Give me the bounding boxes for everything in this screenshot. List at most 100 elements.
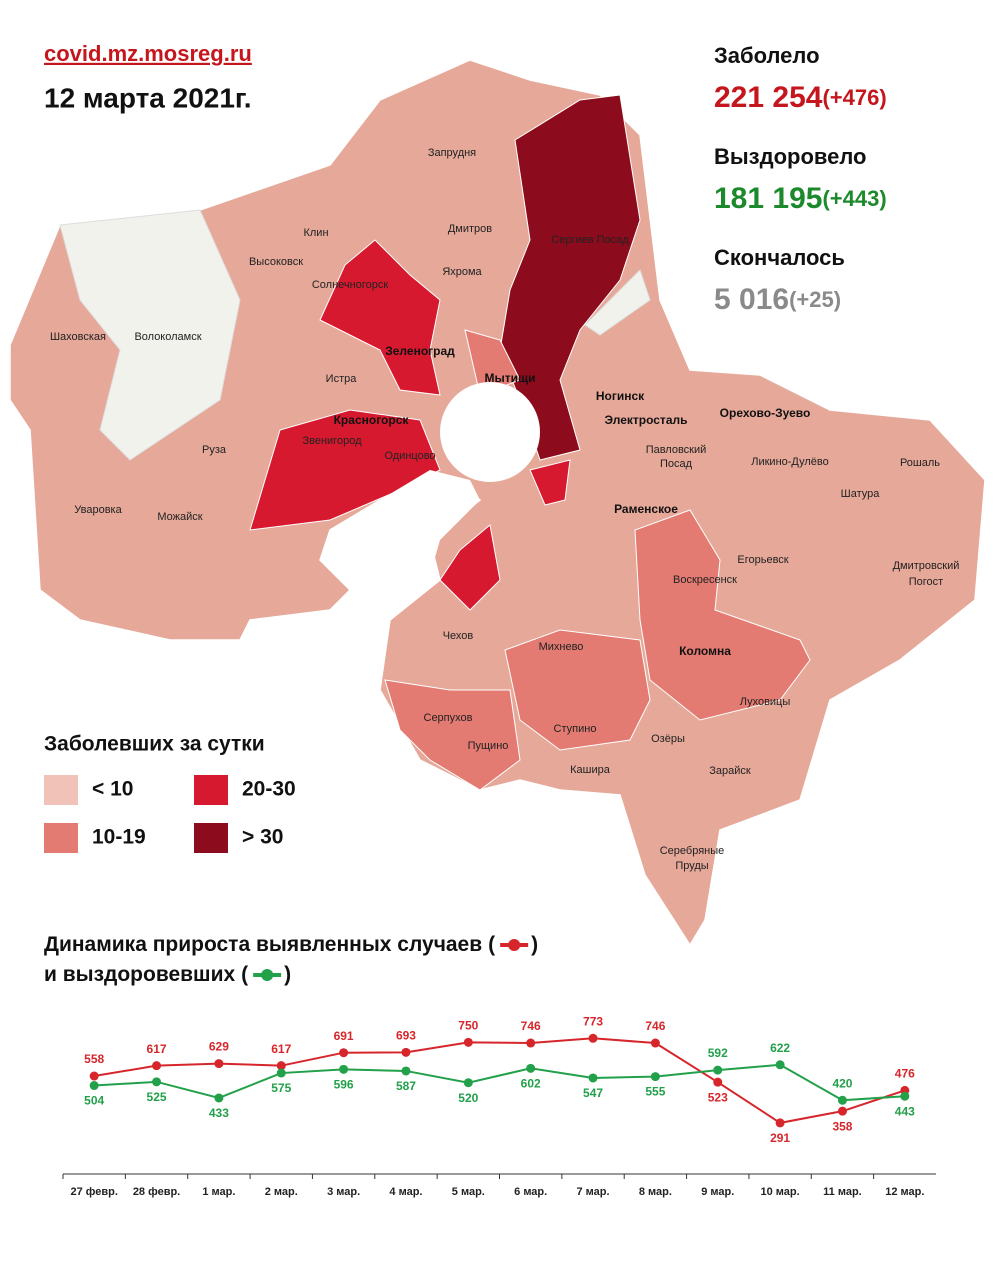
map-label: Ликино-Дулёво bbox=[751, 456, 829, 468]
point bbox=[650, 1072, 660, 1082]
stat-value: 221 254(+476) bbox=[714, 81, 887, 114]
point bbox=[837, 1095, 847, 1105]
value-label: 617 bbox=[147, 1042, 167, 1056]
value-label: 476 bbox=[895, 1067, 915, 1081]
value-label: 693 bbox=[396, 1029, 416, 1043]
value-label: 575 bbox=[271, 1081, 291, 1095]
point bbox=[650, 1038, 660, 1048]
point bbox=[152, 1077, 162, 1087]
map-label: Сергиев Посад bbox=[551, 234, 629, 246]
map-label: Егорьевск bbox=[737, 554, 788, 566]
map-label: Ногинск bbox=[596, 389, 645, 403]
bracket: ) bbox=[531, 933, 538, 956]
legend-icon bbox=[500, 939, 529, 951]
map-label: Пруды bbox=[675, 860, 708, 872]
point bbox=[214, 1093, 224, 1103]
point bbox=[775, 1060, 785, 1070]
map-label: Звенигород bbox=[302, 435, 362, 447]
map-label: Дмитров bbox=[448, 223, 492, 235]
point bbox=[89, 1081, 99, 1091]
x-tick-label: 7 мар. bbox=[577, 1186, 610, 1198]
map-label: Дмитровский bbox=[893, 560, 960, 572]
legend-swatch bbox=[194, 775, 228, 805]
value-label: 547 bbox=[583, 1086, 603, 1100]
point bbox=[339, 1048, 349, 1058]
point bbox=[713, 1065, 723, 1075]
x-tick-label: 27 февр. bbox=[70, 1186, 117, 1198]
point bbox=[214, 1059, 224, 1069]
value-label: 750 bbox=[458, 1019, 478, 1033]
chart: Динамика прироста выявленных случаев() и … bbox=[44, 933, 936, 1198]
stat-number: 5 016 bbox=[714, 283, 789, 316]
value-label: 525 bbox=[147, 1090, 167, 1104]
point bbox=[526, 1063, 536, 1073]
map-label: Орехово-Зуево bbox=[720, 406, 811, 420]
point bbox=[463, 1078, 473, 1088]
point bbox=[463, 1037, 473, 1047]
stat-label: Заболело bbox=[714, 43, 820, 68]
value-label: 555 bbox=[645, 1085, 665, 1099]
point bbox=[588, 1033, 598, 1043]
legend-icon bbox=[253, 969, 282, 981]
series-line bbox=[94, 1037, 906, 1124]
map-label: Шаховская bbox=[50, 331, 106, 343]
map-label: Павловский bbox=[646, 444, 707, 456]
district bbox=[319, 239, 441, 396]
chart-subtitle-text: и выздоровевших bbox=[44, 963, 235, 986]
bracket: ) bbox=[284, 963, 291, 986]
map-label: Рошаль bbox=[900, 457, 940, 469]
stat-value: 5 016(+25) bbox=[714, 283, 841, 316]
point bbox=[837, 1106, 847, 1116]
value-label: 504 bbox=[84, 1094, 104, 1108]
series-line bbox=[94, 1063, 905, 1102]
x-tick-label: 3 мар. bbox=[327, 1186, 360, 1198]
value-label: 596 bbox=[334, 1078, 354, 1092]
point bbox=[401, 1066, 411, 1076]
legend-dot bbox=[261, 969, 274, 981]
site-link[interactable]: covid.mz.mosreg.ru bbox=[44, 41, 252, 66]
map-label: Коломна bbox=[679, 644, 731, 658]
point bbox=[900, 1091, 910, 1101]
district bbox=[499, 94, 641, 461]
stat-value: 181 195(+443) bbox=[714, 182, 887, 215]
value-label: 520 bbox=[458, 1091, 478, 1105]
map-label: Мытищи bbox=[485, 371, 536, 385]
date: 12 марта 2021г. bbox=[44, 82, 252, 113]
map-label: Кашира bbox=[570, 764, 611, 776]
point bbox=[276, 1061, 286, 1071]
legend-label: < 10 bbox=[92, 778, 133, 801]
map-label: Серебряные bbox=[660, 845, 725, 857]
stat-delta: (+476) bbox=[822, 85, 886, 110]
legend-label: 10-19 bbox=[92, 826, 146, 849]
value-label: 617 bbox=[271, 1042, 291, 1056]
value-label: 558 bbox=[84, 1052, 104, 1066]
x-tick-label: 10 мар. bbox=[761, 1186, 800, 1198]
value-label: 523 bbox=[708, 1090, 728, 1104]
value-label: 291 bbox=[770, 1131, 790, 1145]
point bbox=[526, 1038, 536, 1048]
map-label: Раменское bbox=[614, 502, 678, 516]
map-label: Красногорск bbox=[334, 413, 410, 427]
value-label: 587 bbox=[396, 1079, 416, 1093]
value-label: 602 bbox=[521, 1076, 541, 1090]
map-label: Солнечногорск bbox=[312, 279, 388, 291]
value-label: 746 bbox=[645, 1019, 665, 1033]
value-label: 443 bbox=[895, 1104, 915, 1118]
district bbox=[464, 329, 521, 396]
legend-swatch bbox=[44, 775, 78, 805]
district bbox=[529, 459, 571, 506]
value-label: 420 bbox=[832, 1076, 852, 1090]
chart-title: Динамика прироста выявленных случаев () bbox=[44, 933, 538, 956]
map-label: Зеленоград bbox=[385, 344, 455, 358]
map-label: Одинцово bbox=[384, 450, 435, 462]
map-label: Луховицы bbox=[740, 696, 791, 708]
chart-title-text: Динамика прироста выявленных случаев bbox=[44, 933, 482, 956]
map-label: Михнево bbox=[539, 641, 584, 653]
x-tick-label: 6 мар. bbox=[514, 1186, 547, 1198]
map-label: Яхрома bbox=[442, 266, 482, 278]
point bbox=[276, 1068, 286, 1078]
x-tick-label: 1 мар. bbox=[202, 1186, 235, 1198]
